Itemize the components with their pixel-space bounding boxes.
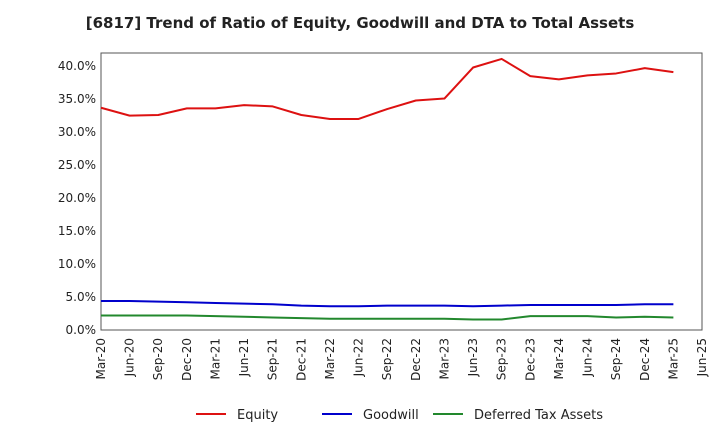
x-tick-label: Mar-22: [323, 338, 337, 379]
x-tick-label: Sep-24: [609, 338, 623, 380]
x-tick-label: Jun-22: [352, 338, 366, 377]
legend-label-deferred-tax-assets: Deferred Tax Assets: [474, 408, 603, 423]
x-tick-label: Mar-24: [552, 338, 566, 379]
x-tick-label: Dec-23: [523, 338, 537, 381]
y-tick-label: 35.0%: [58, 92, 96, 106]
y-tick-label: 15.0%: [58, 224, 96, 238]
legend-label-equity: Equity: [237, 408, 278, 423]
x-tick-label: Dec-21: [294, 338, 308, 381]
x-tick-label: Jun-21: [237, 338, 251, 377]
series-line-goodwill: [101, 299, 674, 308]
x-tick-label: Sep-23: [495, 338, 509, 380]
series-line-equity: [100, 57, 674, 120]
series-line-deferred-tax-assets: [101, 314, 674, 321]
x-tick-label: Mar-21: [208, 338, 222, 379]
y-tick-label: 25.0%: [58, 158, 96, 172]
chart-title: [6817] Trend of Ratio of Equity, Goodwil…: [85, 14, 635, 32]
x-tick-label: Jun-24: [581, 338, 595, 377]
x-tick-label: Sep-20: [151, 338, 165, 380]
y-tick-label: 5.0%: [66, 290, 97, 304]
y-tick-label: 20.0%: [58, 191, 96, 205]
y-tick-label: 0.0%: [66, 323, 97, 337]
axes: Mar-20 Jun-20 Sep-20 Dec-20 Mar-21 Jun-21 Sep-…: [58, 52, 709, 381]
x-tick-label: Sep-21: [266, 338, 280, 380]
y-tick-label: 10.0%: [58, 257, 96, 271]
x-tick-label: Mar-23: [437, 338, 451, 379]
x-tick-label: Mar-20: [94, 338, 108, 379]
x-tick-label: Jun-20: [123, 338, 137, 377]
legend-label-goodwill: Goodwill: [363, 408, 419, 423]
x-tick-label: Dec-24: [638, 338, 652, 381]
x-tick-label: Dec-22: [409, 338, 423, 381]
legend: Equity Goodwill Deferred Tax Assets: [196, 408, 603, 423]
x-tick-label: Jun-25: [695, 338, 709, 377]
x-tick-label: Dec-20: [180, 338, 194, 381]
series-lines: [100, 57, 674, 321]
x-tick-label: Sep-22: [380, 338, 394, 380]
plot-frame: [100, 52, 703, 331]
y-tick-label: 30.0%: [58, 125, 96, 139]
y-tick-label: 40.0%: [58, 59, 96, 73]
x-tick-label: Mar-25: [666, 338, 680, 379]
x-tick-label: Jun-23: [466, 338, 480, 377]
